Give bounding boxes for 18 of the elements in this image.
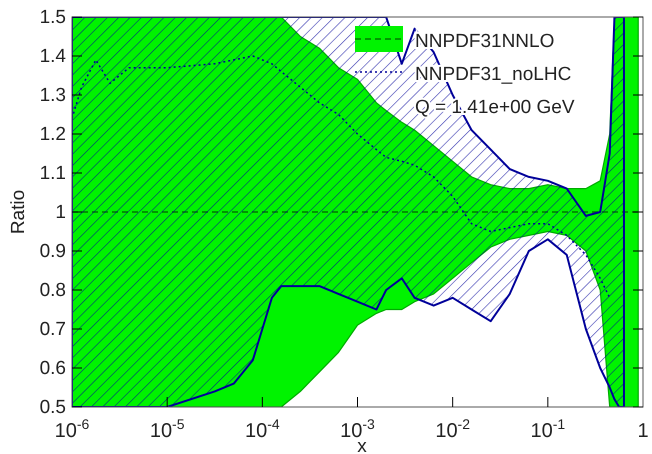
y-tick-label: 1.3 xyxy=(40,85,66,106)
x-tick-label: 10$^{-4}$ xyxy=(244,416,280,442)
y-tick-label: 0.8 xyxy=(40,280,66,302)
y-tick-label: 1.2 xyxy=(40,124,66,146)
x-tick-label: 10$^{-5}$ xyxy=(150,416,185,442)
x-tick-label: 10$^{-2}$ xyxy=(435,416,470,442)
y-tick-label: 1.5 xyxy=(40,7,66,28)
x-tick-label: 1 xyxy=(637,420,649,442)
y-tick-label: 1.1 xyxy=(40,163,66,184)
y-tick-label: 0.5 xyxy=(40,397,66,418)
y-tick-label: 0.9 xyxy=(40,241,66,262)
x-tick-label: 10$^{-1}$ xyxy=(530,416,566,442)
y-tick-label: 0.6 xyxy=(40,358,66,380)
y-axis-title: Ratio xyxy=(8,190,29,234)
y-tick-label: 1.4 xyxy=(40,46,66,68)
y-tick-label: 1 xyxy=(55,202,66,224)
x-tick-label: 10$^{-6}$ xyxy=(54,416,90,442)
y-tick-label: 0.7 xyxy=(40,319,66,340)
